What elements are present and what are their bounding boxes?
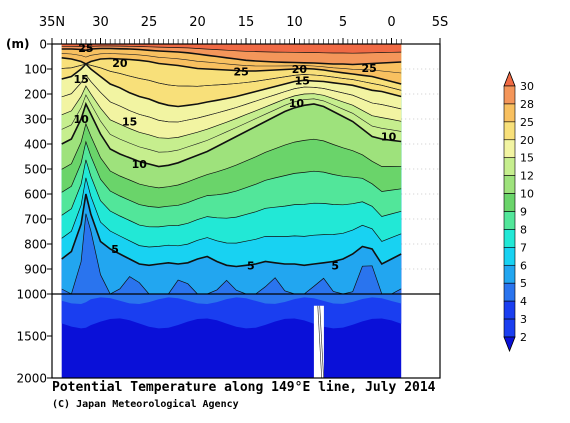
y-tick-label: 1000 [16, 288, 47, 302]
contour-label: 25 [78, 42, 93, 55]
data-gap [313, 305, 324, 378]
x-tick-label: 25 [141, 15, 158, 30]
contour-label: 25 [362, 62, 377, 75]
y-tick-label: 300 [24, 113, 47, 127]
isotherm-5 [61, 193, 402, 268]
y-tick-label: 0 [39, 38, 47, 52]
y-tick-label: 2000 [16, 372, 47, 386]
colorbar-swatch [503, 193, 516, 212]
colorbar-swatch [503, 282, 516, 302]
isotherm-9 [61, 122, 402, 189]
contour-label: 15 [73, 73, 88, 86]
colorbar-label: 9 [520, 206, 527, 219]
y-axis-unit: (m) [6, 37, 30, 51]
y-tick-label: 800 [24, 238, 47, 252]
colorbar-label: 2 [520, 331, 527, 344]
colorbar-swatch [503, 318, 516, 338]
colorbar-top-arrow [503, 70, 516, 87]
x-tick-label: 5 [339, 15, 347, 30]
isotherm-22 [61, 53, 402, 74]
colorbar-label: 15 [520, 152, 534, 165]
isotherm-10 [61, 101, 402, 168]
y-tick-label: 500 [24, 163, 47, 177]
contour-label: 15 [122, 116, 137, 129]
colorbar-label: 3 [520, 313, 527, 326]
x-tick-label: 20 [189, 15, 206, 30]
colorbar-label: 10 [520, 188, 534, 201]
colorbar-label: 6 [520, 259, 527, 272]
contour-label: 15 [295, 74, 310, 87]
colorbar-swatch [503, 175, 516, 194]
colorbar-swatch [503, 103, 516, 123]
colorbar-swatch [503, 121, 516, 141]
colorbar-label: 20 [520, 134, 534, 147]
y-tick-label: 100 [24, 63, 47, 77]
colorbar-label: 28 [520, 98, 534, 111]
isotherm-12 [61, 85, 402, 139]
x-tick-label: 15 [238, 15, 255, 30]
y-tick-label: 400 [24, 138, 47, 152]
y-tick-label: 600 [24, 188, 47, 202]
colorbar-bottom-arrow [503, 336, 516, 353]
isotherm-7 [61, 159, 402, 228]
colorbar-label: 30 [520, 80, 534, 93]
isotherm-17 [61, 63, 402, 91]
chart-title: Potential Temperature along 149°E line, … [52, 380, 436, 395]
colorbar-swatch [503, 85, 516, 105]
contour-label: 20 [292, 63, 308, 76]
x-tick-label: 30 [92, 15, 109, 30]
colorbar-label: 12 [520, 170, 534, 183]
contour-label: 25 [233, 66, 248, 79]
band-above-28 [61, 44, 402, 54]
y-tick-label: 700 [24, 213, 47, 227]
contour-label: 10 [289, 97, 305, 110]
x-tick-label: 35N [39, 15, 65, 30]
contour-label: 10 [132, 158, 148, 171]
colorbar-swatch [503, 229, 516, 248]
isotherm-20 [61, 57, 402, 85]
contour-label: 5 [331, 259, 339, 272]
x-tick-label: 10 [286, 15, 303, 30]
colorbar-swatch [503, 300, 516, 320]
contour-label: 10 [73, 113, 89, 126]
colorbar-label: 5 [520, 277, 527, 290]
colorbar-swatch [503, 211, 516, 230]
chart-credit: (C) Japan Meteorological Agency [52, 399, 239, 410]
colorbar-swatch [503, 139, 516, 159]
isotherm-13 [61, 74, 402, 123]
colorbar-label: 25 [520, 116, 534, 129]
x-tick-label: 5S [432, 15, 449, 30]
colorbar-label: 7 [520, 241, 527, 254]
isotherm-15 [61, 62, 402, 108]
colorbar-swatch [503, 157, 516, 176]
contour-label: 10 [381, 131, 397, 144]
colorbar-label: 4 [520, 295, 527, 308]
colorbar-swatch [503, 247, 516, 266]
colorbar-label: 8 [520, 223, 527, 236]
contour-label: 5 [247, 259, 255, 272]
contour-label: 5 [111, 243, 119, 256]
isotherm-8 [61, 140, 402, 208]
x-tick-label: 0 [387, 15, 395, 30]
contour-label: 20 [112, 57, 128, 70]
isotherm-6 [61, 177, 402, 248]
y-tick-label: 900 [24, 263, 47, 277]
isotherm-25 [61, 47, 402, 66]
isotherm-11 [61, 94, 402, 153]
colorbar-swatch [503, 264, 516, 284]
y-tick-label: 1500 [16, 330, 47, 344]
isotherm-28 [61, 45, 402, 54]
y-tick-label: 200 [24, 88, 47, 102]
